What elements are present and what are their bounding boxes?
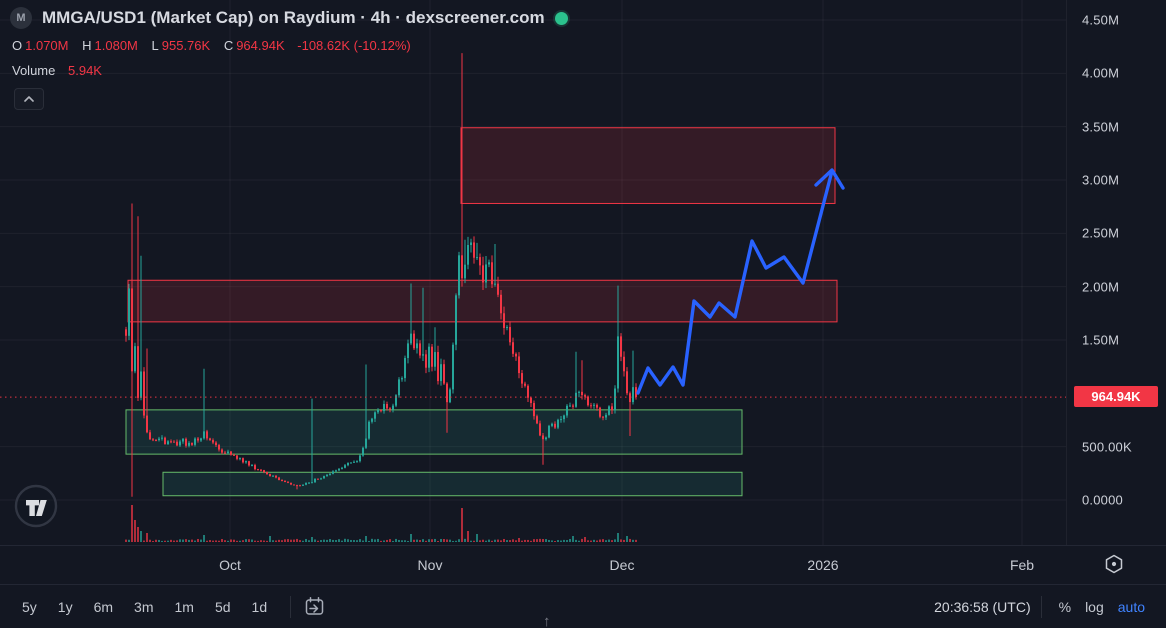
live-status-dot bbox=[554, 11, 568, 25]
reveal-panel-arrow-icon[interactable]: ↑ bbox=[543, 613, 551, 628]
volume-value: 5.94K bbox=[68, 63, 102, 78]
range-button-6m[interactable]: 6m bbox=[86, 594, 121, 620]
change-value: -108.62K (-10.12%) bbox=[297, 38, 411, 53]
range-button-3m[interactable]: 3m bbox=[126, 594, 161, 620]
open-label: O bbox=[12, 38, 23, 53]
tradingview-logo-icon bbox=[14, 484, 58, 528]
chart-title: MMGA/USD1 (Market Cap) on Raydium · 4h ·… bbox=[42, 8, 545, 27]
price-scale-settings-icon[interactable] bbox=[1103, 553, 1125, 575]
price-tick-label: 1.50M bbox=[1082, 332, 1120, 348]
price-axis[interactable]: 964.94K 4.50M 4.00M 3.50M 3.00M 2.50M 2.00M 1.… bbox=[1066, 0, 1166, 545]
open-value: 1.070M bbox=[25, 38, 69, 53]
time-tick-label: Feb bbox=[1009, 557, 1035, 573]
price-tick-label: 4.50M bbox=[1082, 12, 1120, 28]
auto-scale-button[interactable]: auto bbox=[1111, 595, 1152, 619]
high-label: H bbox=[82, 38, 92, 53]
high-value: 1.080M bbox=[94, 38, 138, 53]
range-button-5d[interactable]: 5d bbox=[207, 594, 239, 620]
chevron-up-icon bbox=[24, 96, 34, 102]
price-tick-label: 4.00M bbox=[1082, 65, 1120, 81]
volume-label: Volume bbox=[12, 63, 56, 78]
toolbar-divider bbox=[1040, 595, 1042, 618]
ohlc-row: O 1.070M H 1.080M L 955.76K C 964.94K -108.6… bbox=[12, 38, 411, 53]
price-tick-label: 2.00M bbox=[1082, 279, 1120, 295]
toolbar-right-group: 20:36:58 (UTC) % log auto bbox=[934, 595, 1152, 619]
price-tick-label: 2.50M bbox=[1082, 225, 1120, 241]
date-range-group: 5y 1y 6m 3m 1m 5d 1d bbox=[14, 594, 280, 620]
percent-scale-button[interactable]: % bbox=[1052, 595, 1078, 619]
chart-area: 964.94K 4.50M 4.00M 3.50M 3.00M 2.50M 2.00M 1.… bbox=[0, 0, 1166, 545]
price-tick-label: 3.50M bbox=[1082, 119, 1120, 135]
low-label: L bbox=[151, 38, 159, 53]
time-axis[interactable]: Oct Nov Dec 2026 Feb bbox=[0, 545, 1166, 584]
volume-row: Volume 5.94K bbox=[12, 63, 102, 78]
current-price-label: 964.94K bbox=[1074, 386, 1158, 407]
tradingview-logo[interactable] bbox=[14, 484, 58, 528]
price-tick-label: 0.0000 bbox=[1082, 492, 1123, 508]
hexagon-settings-icon bbox=[1105, 554, 1123, 574]
legend-title-row: M MMGA/USD1 (Market Cap) on Raydium · 4h… bbox=[10, 7, 568, 29]
log-scale-button[interactable]: log bbox=[1078, 595, 1111, 619]
close-value: 964.94K bbox=[236, 38, 285, 53]
collapse-legend-button[interactable] bbox=[14, 88, 44, 110]
range-button-1m[interactable]: 1m bbox=[167, 594, 202, 620]
go-to-date-button[interactable] bbox=[301, 593, 328, 620]
range-button-5y[interactable]: 5y bbox=[14, 594, 45, 620]
time-tick-label: Nov bbox=[417, 557, 443, 573]
price-tick-label: 500.00K bbox=[1082, 439, 1132, 455]
time-tick-label: Dec bbox=[609, 557, 635, 573]
price-chart-canvas[interactable] bbox=[0, 0, 1166, 545]
token-logo: M bbox=[10, 7, 32, 29]
price-tick-label: 3.00M bbox=[1082, 172, 1120, 188]
time-tick-label: 2026 bbox=[807, 557, 839, 573]
clock[interactable]: 20:36:58 (UTC) bbox=[934, 598, 1031, 615]
toolbar-divider bbox=[290, 595, 292, 618]
time-tick-label: Oct bbox=[219, 557, 241, 573]
calendar-icon bbox=[305, 597, 324, 615]
low-value: 955.76K bbox=[161, 38, 211, 53]
bottom-toolbar: 5y 1y 6m 3m 1m 5d 1d ↑ 20:36:58 (UTC) % log au… bbox=[0, 584, 1166, 628]
range-button-1d[interactable]: 1d bbox=[244, 594, 276, 620]
range-button-1y[interactable]: 1y bbox=[50, 594, 81, 620]
close-label: C bbox=[223, 38, 234, 53]
